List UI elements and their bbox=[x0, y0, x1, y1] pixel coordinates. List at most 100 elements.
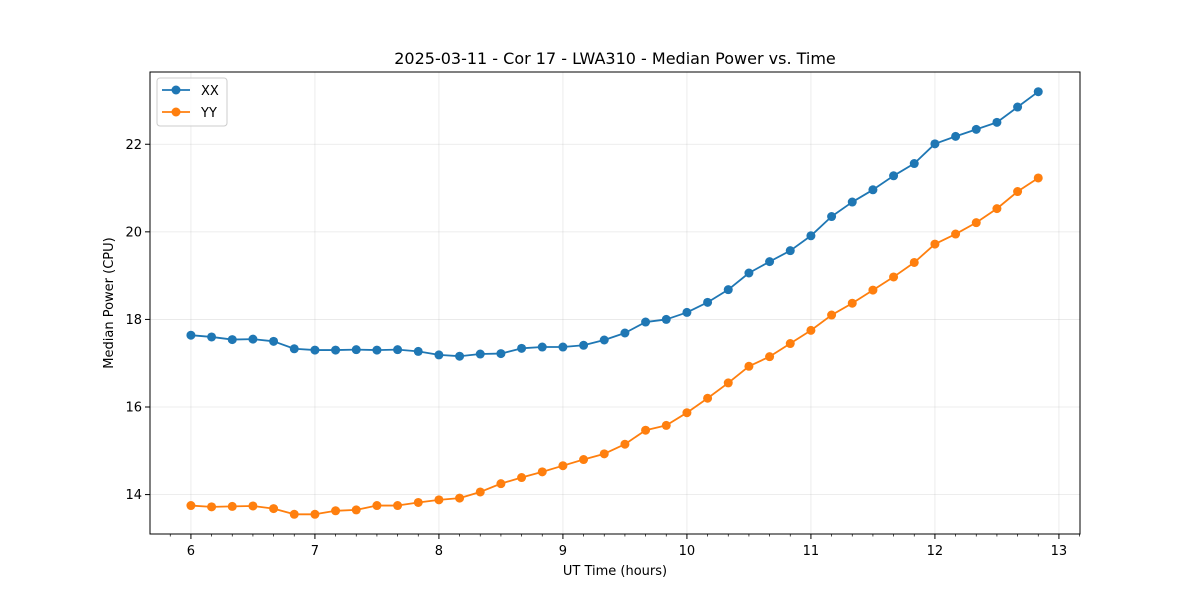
data-point-xx bbox=[517, 343, 527, 353]
data-point-xx bbox=[393, 345, 403, 355]
chart-title: 2025-03-11 - Cor 17 - LWA310 - Median Po… bbox=[394, 49, 836, 68]
data-point-yy bbox=[475, 487, 485, 497]
data-point-yy bbox=[909, 257, 919, 267]
data-point-yy bbox=[227, 501, 237, 511]
series-group bbox=[186, 87, 1043, 519]
legend-marker-xx bbox=[171, 85, 181, 95]
x-tick-label: 13 bbox=[1051, 544, 1068, 559]
data-point-yy bbox=[765, 352, 775, 362]
data-point-yy bbox=[847, 298, 857, 308]
data-point-xx bbox=[785, 246, 795, 256]
data-point-xx bbox=[827, 212, 837, 222]
data-point-xx bbox=[951, 131, 961, 141]
plot-area-frame bbox=[149, 71, 1081, 535]
data-point-xx bbox=[806, 231, 816, 241]
x-tick-label: 10 bbox=[679, 544, 696, 559]
data-point-yy bbox=[269, 504, 279, 514]
data-point-xx bbox=[579, 340, 589, 350]
y-tick-label: 22 bbox=[125, 138, 142, 153]
data-point-xx bbox=[558, 342, 568, 352]
data-point-yy bbox=[496, 479, 506, 489]
y-tick-label: 14 bbox=[125, 488, 142, 503]
data-point-yy bbox=[310, 509, 320, 519]
data-point-xx bbox=[992, 117, 1002, 127]
x-tick-label: 12 bbox=[927, 544, 944, 559]
data-point-yy bbox=[207, 502, 217, 512]
legend-label-xx: XX bbox=[201, 84, 219, 99]
data-point-yy bbox=[351, 505, 361, 515]
data-point-yy bbox=[455, 493, 465, 503]
data-point-yy bbox=[661, 420, 671, 430]
data-point-xx bbox=[227, 335, 237, 345]
x-tick-label: 6 bbox=[187, 544, 195, 559]
legend-label-yy: YY bbox=[200, 106, 217, 121]
data-point-yy bbox=[1033, 173, 1043, 183]
data-point-yy bbox=[248, 501, 258, 511]
data-point-xx bbox=[372, 345, 382, 355]
data-point-yy bbox=[951, 229, 961, 239]
x-axis-label: UT Time (hours) bbox=[563, 564, 667, 579]
data-point-yy bbox=[868, 285, 878, 295]
data-point-xx bbox=[599, 335, 609, 345]
y-tick-label: 18 bbox=[125, 313, 142, 328]
data-point-yy bbox=[620, 439, 630, 449]
data-point-yy bbox=[579, 455, 589, 465]
data-point-yy bbox=[599, 449, 609, 459]
x-tick-label: 8 bbox=[435, 544, 443, 559]
data-point-yy bbox=[930, 239, 940, 249]
data-point-xx bbox=[868, 185, 878, 195]
data-point-yy bbox=[186, 501, 196, 511]
data-point-yy bbox=[641, 425, 651, 435]
data-point-xx bbox=[641, 317, 651, 327]
data-point-xx bbox=[971, 124, 981, 134]
data-point-yy bbox=[971, 218, 981, 228]
data-point-xx bbox=[661, 314, 671, 324]
data-point-xx bbox=[475, 349, 485, 359]
data-point-yy bbox=[889, 272, 899, 282]
data-point-xx bbox=[207, 332, 217, 342]
data-point-yy bbox=[289, 509, 299, 519]
data-point-xx bbox=[248, 334, 258, 344]
data-point-yy bbox=[992, 204, 1002, 214]
gridlines bbox=[150, 72, 1080, 534]
y-axis-label: Median Power (CPU) bbox=[102, 237, 117, 368]
data-point-xx bbox=[1033, 87, 1043, 97]
data-point-xx bbox=[930, 139, 940, 149]
data-point-xx bbox=[847, 197, 857, 207]
data-point-yy bbox=[744, 361, 754, 371]
data-point-xx bbox=[889, 171, 899, 181]
axis-ticks: 6 7 8 9 10 11 12 13 14 16 18 20 22 bbox=[125, 138, 1080, 559]
data-point-xx bbox=[496, 349, 506, 359]
data-point-yy bbox=[682, 408, 692, 418]
data-point-xx bbox=[703, 297, 713, 307]
data-point-xx bbox=[744, 268, 754, 278]
x-tick-label: 9 bbox=[559, 544, 567, 559]
data-point-xx bbox=[765, 257, 775, 267]
data-point-xx bbox=[331, 345, 341, 355]
data-point-xx bbox=[351, 345, 361, 355]
data-point-yy bbox=[1013, 187, 1023, 197]
data-point-xx bbox=[537, 342, 547, 352]
data-point-yy bbox=[723, 378, 733, 388]
data-point-yy bbox=[393, 501, 403, 511]
data-point-xx bbox=[310, 345, 320, 355]
data-point-yy bbox=[434, 495, 444, 505]
data-point-xx bbox=[269, 336, 279, 346]
data-point-xx bbox=[413, 346, 423, 356]
data-point-xx bbox=[682, 307, 692, 317]
data-point-yy bbox=[413, 497, 423, 507]
data-point-xx bbox=[186, 330, 196, 340]
y-tick-label: 20 bbox=[125, 225, 142, 240]
data-point-xx bbox=[620, 328, 630, 338]
legend-marker-yy bbox=[171, 107, 181, 117]
x-tick-label: 11 bbox=[803, 544, 820, 559]
data-point-xx bbox=[289, 344, 299, 354]
data-point-xx bbox=[455, 351, 465, 361]
legend: XX YY bbox=[156, 77, 228, 127]
data-point-yy bbox=[827, 310, 837, 320]
data-point-xx bbox=[723, 285, 733, 295]
x-tick-label: 7 bbox=[311, 544, 319, 559]
data-point-xx bbox=[909, 159, 919, 169]
data-point-yy bbox=[785, 339, 795, 349]
